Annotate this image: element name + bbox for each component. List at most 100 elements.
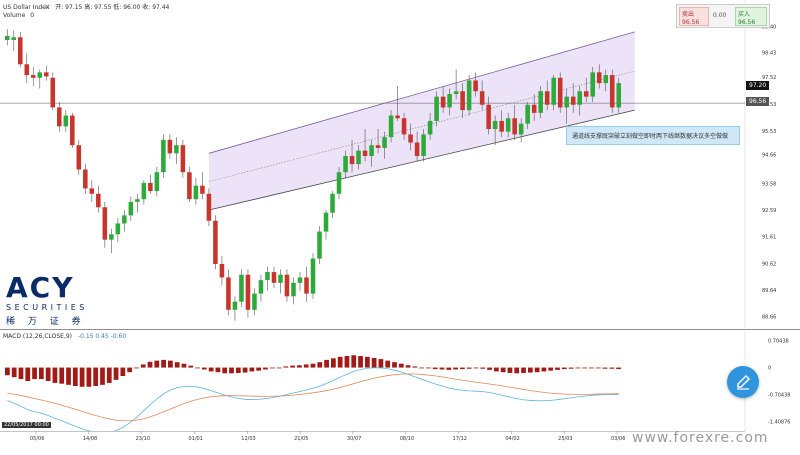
annotation-note[interactable]: 通道线支撑既突破立刻做空即时两下线继数据决议多空做做 <box>566 126 740 145</box>
instrument-title: US Dollar Index <box>3 4 50 11</box>
macd-bar <box>480 367 486 369</box>
sell-button[interactable]: 卖出 96.56 <box>679 7 709 26</box>
candle-body <box>596 72 602 84</box>
sell-label: 卖出 <box>682 11 695 18</box>
close-icon[interactable]: × <box>44 2 51 11</box>
macd-bar <box>412 366 418 368</box>
candle-body <box>518 123 524 135</box>
candle-body <box>258 280 264 294</box>
candle-body <box>206 193 212 221</box>
macd-bar <box>45 367 51 381</box>
macd-bar <box>358 356 363 368</box>
candle-body <box>187 172 192 200</box>
macd-bar <box>392 362 397 368</box>
logo-chinese: 稀 万 证 券 <box>6 317 86 327</box>
buy-button[interactable]: 买入 96.56 <box>735 7 767 26</box>
candle-body <box>395 115 400 119</box>
date-tick-label: 03/06 <box>611 436 625 442</box>
candle-body <box>564 96 569 108</box>
candle-body <box>297 277 303 283</box>
candle-body <box>83 169 88 189</box>
candle-body <box>161 139 166 173</box>
candle-body <box>609 75 615 108</box>
date-tick-label: 21/05 <box>294 436 308 442</box>
macd-bar <box>493 367 499 372</box>
candle-body <box>317 231 322 259</box>
pencil-icon <box>737 374 751 390</box>
date-tick-label: 25/03 <box>558 436 572 442</box>
macd-bar <box>582 367 588 369</box>
macd-bar <box>514 367 520 374</box>
price-tick-label: 91.61 <box>762 235 776 241</box>
macd-bar <box>38 367 44 380</box>
macd-bar <box>548 367 554 371</box>
macd-bar <box>466 367 472 369</box>
date-tick-label: 08/10 <box>400 436 414 442</box>
price-tick-label: 88.66 <box>762 314 776 320</box>
macd-tick-label: -0.70438 <box>768 393 790 399</box>
macd-line <box>7 367 619 431</box>
macd-bar <box>473 367 479 369</box>
macd-bar <box>446 367 452 370</box>
macd-bar <box>589 367 594 369</box>
price-chart[interactable]: 99.4098.4397.5296.5395.5394.6693.5892.59… <box>0 0 800 330</box>
acy-logo: ACY SECURITIES 稀 万 证 券 <box>6 273 98 333</box>
candle-body <box>304 277 309 294</box>
candle-body <box>50 77 56 108</box>
macd-bar <box>330 358 336 368</box>
candle-body <box>219 263 225 278</box>
candle-body <box>167 139 173 154</box>
signal-line <box>7 373 619 422</box>
macd-bar <box>269 367 275 369</box>
candle-body <box>193 185 199 200</box>
price-tick-label: 89.64 <box>762 288 776 294</box>
macd-bar <box>25 367 31 381</box>
macd-bar <box>32 367 37 380</box>
macd-bar <box>86 367 92 387</box>
macd-bar <box>602 367 608 369</box>
macd-values: -0.15 0.45 -0.60 <box>77 333 127 340</box>
macd-tick-label: 0.70438 <box>768 339 789 345</box>
candle-body <box>76 145 82 170</box>
candle-body <box>336 172 342 194</box>
macd-bar <box>256 367 262 371</box>
candle-body <box>154 172 160 192</box>
macd-bar <box>140 364 146 368</box>
date-tick-label: 30/07 <box>347 436 361 442</box>
macd-bar <box>263 367 268 370</box>
candle-body <box>17 37 23 65</box>
edit-button[interactable] <box>727 366 759 398</box>
candle-body <box>349 156 355 165</box>
macd-bar <box>168 360 173 368</box>
volume-label: Volume <box>3 12 26 19</box>
candle-body <box>252 293 257 310</box>
candle-body <box>63 115 69 127</box>
macd-bar <box>283 366 289 368</box>
channel-fill <box>208 31 635 210</box>
dropdown-chevron-icon[interactable]: ⌄ <box>36 4 42 11</box>
candle-body <box>30 75 36 78</box>
macd-bar <box>235 367 241 373</box>
candle-body <box>291 282 296 297</box>
candle-body <box>200 185 205 194</box>
macd-bar <box>147 361 153 368</box>
macd-bar <box>113 367 119 380</box>
candle-body <box>525 104 530 124</box>
macd-panel[interactable]: 0.70438 0 -0.70438 -1.40876 <box>0 331 800 431</box>
macd-tick-label: -1.40876 <box>768 420 790 426</box>
date-tick-label: 14/08 <box>83 436 97 442</box>
candle-body <box>570 96 576 105</box>
date-tag: 22/05/2017 00:00 <box>2 422 51 428</box>
candle-body <box>473 80 478 92</box>
macd-bar <box>229 367 234 374</box>
macd-bar <box>419 367 425 369</box>
candle-body <box>310 258 316 294</box>
candle-body <box>505 118 511 132</box>
macd-bar <box>487 367 492 370</box>
macd-bar <box>344 356 350 368</box>
candle-body <box>44 72 49 77</box>
date-axis: 05/06 14/08 23/10 01/01 12/03 21/05 30/07 08/10… <box>0 431 800 450</box>
candle-body <box>70 115 75 146</box>
candle-body <box>24 64 30 76</box>
date-tick-label: 12/03 <box>241 436 255 442</box>
